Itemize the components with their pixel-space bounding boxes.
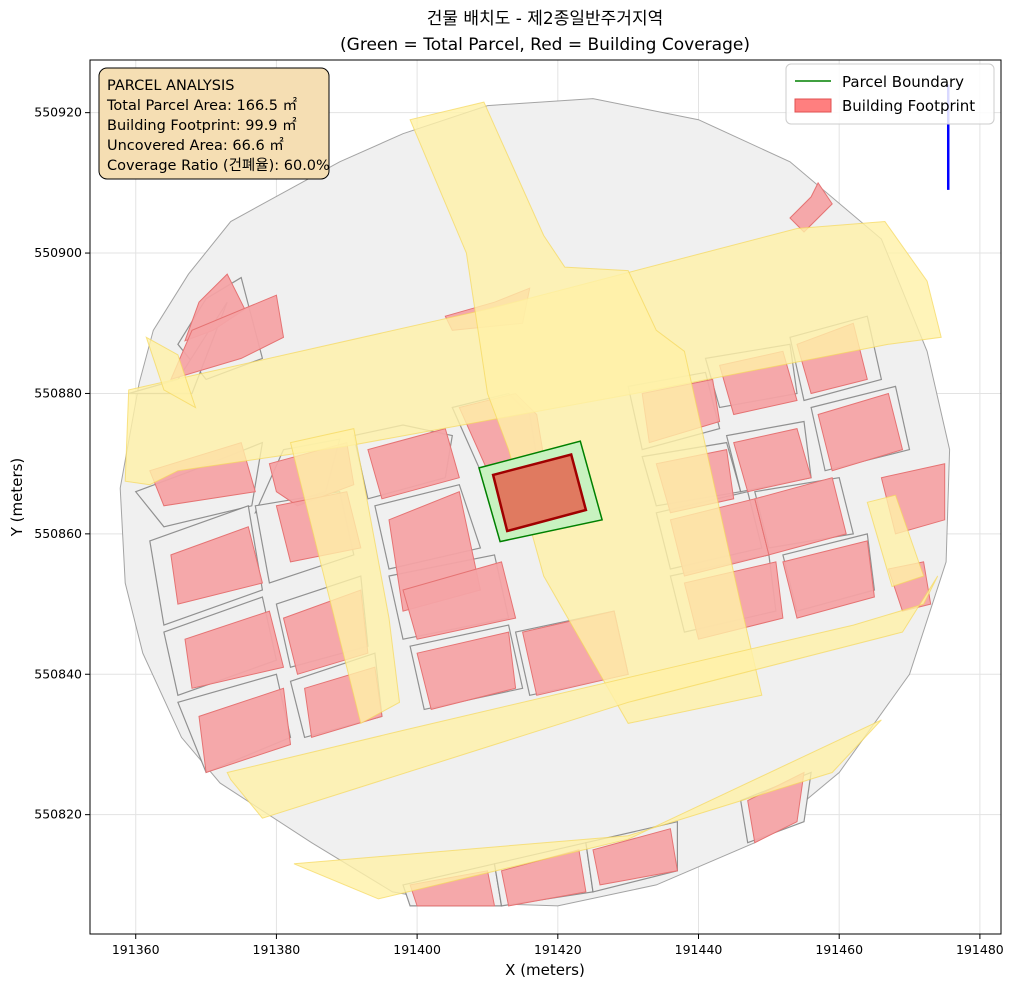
x-axis-label: X (meters): [505, 961, 585, 979]
y-tick-label: 550820: [34, 807, 82, 822]
y-tick-label: 550840: [34, 666, 82, 681]
building-footprint: [782, 540, 875, 619]
info-box-background: [98, 67, 330, 180]
info-box-line: Coverage Ratio (건폐율): 60.0%: [107, 157, 330, 174]
info-box-line: PARCEL ANALYSIS: [107, 78, 234, 94]
building-footprint: [367, 427, 460, 500]
info-box-line: Uncovered Area: 66.6 ㎡: [107, 137, 284, 154]
building-footprint: [754, 477, 847, 556]
plot-content: [119, 84, 951, 907]
road: [226, 575, 939, 819]
legend-building-label: Building Footprint: [842, 97, 975, 115]
y-tick-label: 550920: [34, 105, 82, 120]
y-tick-label: 550860: [34, 526, 82, 541]
legend: Parcel Boundary Building Footprint: [785, 63, 995, 125]
road: [293, 719, 882, 900]
y-axis-label: Y (meters): [8, 458, 26, 538]
x-tick-label: 191480: [956, 942, 1004, 957]
road: [409, 101, 763, 724]
building-footprint: [733, 428, 812, 493]
building-footprint: [170, 294, 285, 381]
x-tick-label: 191400: [393, 942, 441, 957]
building-footprint: [170, 526, 264, 605]
building-footprint: [592, 828, 678, 886]
plot-frame: [89, 59, 1002, 935]
legend-parcel-label: Parcel Boundary: [842, 73, 964, 91]
axis-ticks: 191360 191380 191400 191420 191440 191460 1914…: [34, 105, 1004, 957]
info-box-line: Total Parcel Area: 166.5 ㎡: [106, 97, 298, 114]
building-footprint: [817, 392, 904, 472]
x-tick-label: 191380: [253, 942, 301, 957]
building-footprint: [402, 561, 517, 640]
road: [866, 494, 925, 588]
y-tick-label: 550880: [34, 385, 82, 400]
x-tick-label: 191440: [675, 942, 723, 957]
x-tick-label: 191420: [534, 942, 582, 957]
road: [289, 428, 401, 725]
x-tick-label: 191360: [112, 942, 160, 957]
info-box-line: Building Footprint: 99.9 ㎡: [107, 117, 297, 134]
chart-title-line2: (Green = Total Parcel, Red = Building Co…: [340, 35, 750, 55]
info-box: PARCEL ANALYSIS Total Parcel Area: 166.5…: [98, 67, 330, 180]
building-footprint: [416, 631, 517, 711]
building-footprint: [184, 610, 285, 689]
legend-building-swatch: [794, 98, 832, 113]
legend-frame: [785, 63, 995, 125]
building-footprint: [198, 687, 292, 774]
y-tick-label: 550900: [34, 245, 82, 260]
road: [145, 336, 197, 409]
chart-title-line1: 건물 배치도 - 제2종일반주거지역: [427, 9, 663, 29]
target-building: [491, 452, 588, 533]
x-tick-label: 191460: [815, 942, 863, 957]
